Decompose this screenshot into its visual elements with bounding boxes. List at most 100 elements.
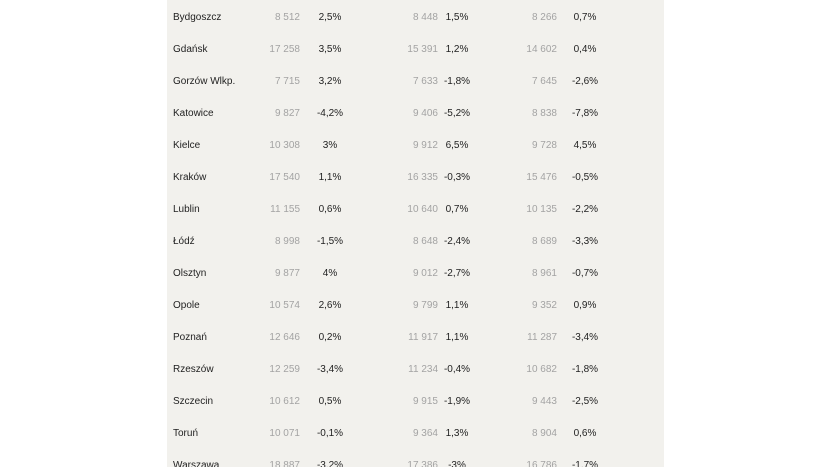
price-change-3: -2,2% bbox=[571, 204, 599, 215]
price-value-2: 10 640 bbox=[407, 204, 438, 215]
price-value-1: 12 259 bbox=[269, 364, 300, 375]
city-name: Łódź bbox=[173, 236, 195, 247]
price-change-1: 0,5% bbox=[318, 396, 342, 407]
price-change-2: 1,5% bbox=[445, 12, 469, 23]
price-change-1: 3,5% bbox=[318, 44, 342, 55]
price-value-1: 12 646 bbox=[269, 332, 300, 343]
city-name: Lublin bbox=[173, 204, 200, 215]
table-row: Olsztyn 9 877 4% 9 012 -2,7% 8 961 -0,7% bbox=[167, 258, 613, 290]
price-value-3: 8 904 bbox=[531, 428, 557, 439]
city-name: Kielce bbox=[173, 140, 201, 151]
table-row: Katowice 9 827 -4,2% 9 406 -5,2% 8 838 -7,8% bbox=[167, 98, 613, 130]
city-name: Poznań bbox=[173, 332, 207, 343]
city-name: Bydgoszcz bbox=[173, 12, 222, 23]
price-value-1: 9 827 bbox=[274, 108, 300, 119]
price-change-1: -0,1% bbox=[316, 428, 344, 439]
price-value-1: 7 715 bbox=[274, 76, 300, 87]
table-row: Szczecin 10 612 0,5% 9 915 -1,9% 9 443 -2,5% bbox=[167, 386, 613, 418]
price-table-panel: Bydgoszcz 8 512 2,5% 8 448 1,5% 8 266 0,7% Gdań… bbox=[167, 0, 664, 467]
price-change-3: 0,4% bbox=[573, 44, 597, 55]
price-value-3: 9 728 bbox=[531, 140, 557, 151]
price-value-2: 9 406 bbox=[412, 108, 438, 119]
price-value-3: 15 476 bbox=[526, 172, 557, 183]
price-change-2: -1,8% bbox=[443, 76, 471, 87]
price-change-3: -0,7% bbox=[571, 268, 599, 279]
city-name: Kraków bbox=[173, 172, 207, 183]
price-change-3: -2,6% bbox=[571, 76, 599, 87]
price-change-1: 3,2% bbox=[318, 76, 342, 87]
table-row: Kraków 17 540 1,1% 16 335 -0,3% 15 476 -0,5% bbox=[167, 162, 613, 194]
price-change-2: 6,5% bbox=[445, 140, 469, 151]
price-change-3: 0,7% bbox=[573, 12, 597, 23]
price-change-2: -0,4% bbox=[443, 364, 471, 375]
price-value-3: 9 352 bbox=[531, 300, 557, 311]
price-value-3: 8 266 bbox=[531, 12, 557, 23]
table-row: Poznań 12 646 0,2% 11 917 1,1% 11 287 -3,4% bbox=[167, 322, 613, 354]
price-value-2: 9 364 bbox=[412, 428, 438, 439]
price-value-1: 10 612 bbox=[269, 396, 300, 407]
price-value-3: 10 135 bbox=[526, 204, 557, 215]
price-value-3: 16 786 bbox=[526, 460, 557, 467]
city-name: Rzeszów bbox=[173, 364, 214, 375]
price-change-1: -3,2% bbox=[316, 460, 344, 467]
table-row: Kielce 10 308 3% 9 912 6,5% 9 728 4,5% bbox=[167, 130, 613, 162]
city-name: Olsztyn bbox=[173, 268, 207, 279]
table-row: Warszawa 18 887 -3,2% 17 386 -3% 16 786 -1,7% bbox=[167, 450, 613, 467]
price-change-3: -7,8% bbox=[571, 108, 599, 119]
price-change-3: -1,7% bbox=[571, 460, 599, 467]
price-change-1: -4,2% bbox=[316, 108, 344, 119]
city-name: Katowice bbox=[173, 108, 214, 119]
price-value-1: 9 877 bbox=[274, 268, 300, 279]
price-change-2: -2,4% bbox=[443, 236, 471, 247]
price-value-1: 17 258 bbox=[269, 44, 300, 55]
price-change-1: -1,5% bbox=[316, 236, 344, 247]
price-value-1: 10 071 bbox=[269, 428, 300, 439]
price-change-1: 0,2% bbox=[318, 332, 342, 343]
price-change-3: 4,5% bbox=[573, 140, 597, 151]
price-value-3: 11 287 bbox=[527, 332, 557, 343]
price-value-3: 8 961 bbox=[531, 268, 557, 279]
price-value-1: 11 155 bbox=[270, 204, 300, 215]
price-value-3: 8 838 bbox=[531, 108, 557, 119]
table-row: Łódź 8 998 -1,5% 8 648 -2,4% 8 689 -3,3% bbox=[167, 226, 613, 258]
price-value-2: 8 448 bbox=[412, 12, 438, 23]
price-change-3: -3,3% bbox=[571, 236, 599, 247]
price-value-2: 11 234 bbox=[408, 364, 438, 375]
price-change-1: 3% bbox=[322, 140, 338, 151]
price-value-2: 17 386 bbox=[407, 460, 438, 467]
price-change-2: -1,9% bbox=[443, 396, 471, 407]
table-row: Gorzów Wlkp. 7 715 3,2% 7 633 -1,8% 7 645 -2,6… bbox=[167, 66, 613, 98]
price-value-1: 8 998 bbox=[274, 236, 300, 247]
price-change-1: -3,4% bbox=[316, 364, 344, 375]
price-value-2: 8 648 bbox=[412, 236, 438, 247]
price-change-1: 4% bbox=[322, 268, 338, 279]
price-change-2: -5,2% bbox=[443, 108, 471, 119]
table-row: Lublin 11 155 0,6% 10 640 0,7% 10 135 -2,2% bbox=[167, 194, 613, 226]
price-change-2: -0,3% bbox=[443, 172, 471, 183]
price-change-3: -0,5% bbox=[571, 172, 599, 183]
table-row: Toruń 10 071 -0,1% 9 364 1,3% 8 904 0,6% bbox=[167, 418, 613, 450]
price-value-3: 7 645 bbox=[531, 76, 557, 87]
price-value-2: 16 335 bbox=[407, 172, 438, 183]
price-change-2: 0,7% bbox=[445, 204, 469, 215]
city-name: Warszawa bbox=[173, 460, 220, 467]
price-change-1: 2,5% bbox=[318, 12, 342, 23]
price-change-3: -2,5% bbox=[571, 396, 599, 407]
price-change-2: 1,1% bbox=[445, 332, 469, 343]
city-name: Szczecin bbox=[173, 396, 214, 407]
price-value-2: 11 917 bbox=[408, 332, 438, 343]
price-change-3: -3,4% bbox=[571, 332, 599, 343]
price-table: Bydgoszcz 8 512 2,5% 8 448 1,5% 8 266 0,7% Gdań… bbox=[167, 2, 613, 467]
price-value-3: 8 689 bbox=[531, 236, 557, 247]
price-value-2: 15 391 bbox=[407, 44, 438, 55]
city-name: Toruń bbox=[173, 428, 199, 439]
price-change-2: 1,1% bbox=[445, 300, 469, 311]
price-change-3: 0,6% bbox=[573, 428, 597, 439]
city-name: Gdańsk bbox=[173, 44, 208, 55]
price-value-3: 9 443 bbox=[531, 396, 557, 407]
price-change-2: 1,2% bbox=[445, 44, 469, 55]
table-row: Bydgoszcz 8 512 2,5% 8 448 1,5% 8 266 0,7% bbox=[167, 2, 613, 34]
price-value-2: 9 912 bbox=[412, 140, 438, 151]
price-value-3: 14 602 bbox=[526, 44, 557, 55]
price-change-2: -2,7% bbox=[443, 268, 471, 279]
